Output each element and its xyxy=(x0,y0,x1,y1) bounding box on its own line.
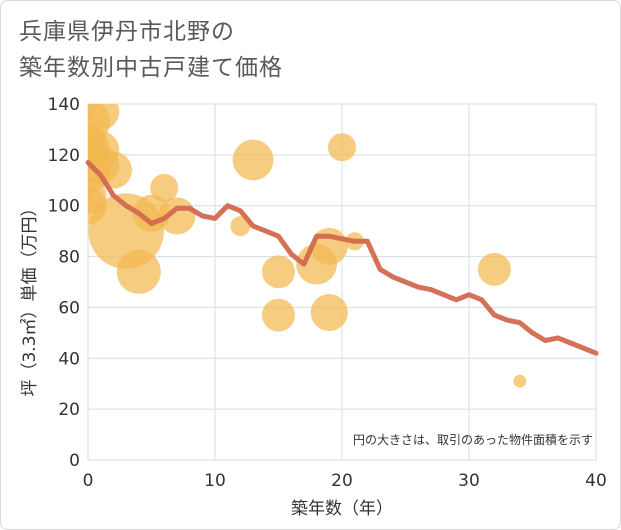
x-tick-label: 40 xyxy=(585,471,607,491)
data-bubble xyxy=(477,252,511,286)
y-tick-label: 60 xyxy=(58,298,80,318)
data-bubble xyxy=(150,173,179,202)
bubble-series xyxy=(88,104,527,388)
data-bubble xyxy=(116,249,161,294)
y-tick-label: 0 xyxy=(69,451,80,471)
data-bubble xyxy=(310,293,348,332)
data-bubble xyxy=(310,227,348,265)
y-tick-label: 120 xyxy=(48,146,80,166)
x-tick-label: 30 xyxy=(458,471,480,491)
y-tick-label: 20 xyxy=(58,400,80,420)
x-tick-labels: 0 10 20 30 40 xyxy=(83,471,607,491)
data-bubble xyxy=(513,374,527,388)
y-tick-label: 140 xyxy=(48,95,80,115)
x-tick-label: 20 xyxy=(331,471,353,491)
chart-title: 兵庫県伊丹市北野の 築年数別中古戸建て価格 xyxy=(19,19,283,81)
data-bubble xyxy=(88,104,120,131)
y-tick-labels: 0 20 40 60 80 100 120 140 xyxy=(48,95,80,471)
y-tick-label: 100 xyxy=(48,197,80,217)
data-bubble xyxy=(94,151,132,189)
data-bubble xyxy=(262,255,295,289)
y-tick-label: 40 xyxy=(58,349,80,369)
data-bubble xyxy=(232,139,274,181)
y-axis-label: 坪（3.3㎡）単価（万円） xyxy=(20,199,40,396)
data-bubble xyxy=(230,216,251,237)
average-price-line xyxy=(85,160,599,356)
data-bubble xyxy=(328,133,356,162)
data-bubble xyxy=(262,298,295,332)
trend-series xyxy=(85,160,599,356)
bubble-size-note: 円の大きさは、取引のあった物件面積を示す xyxy=(353,432,593,447)
x-axis-label: 築年数（年） xyxy=(291,499,393,519)
x-tick-label: 0 xyxy=(83,471,94,491)
y-tick-label: 80 xyxy=(58,248,80,268)
x-tick-label: 10 xyxy=(204,471,226,491)
